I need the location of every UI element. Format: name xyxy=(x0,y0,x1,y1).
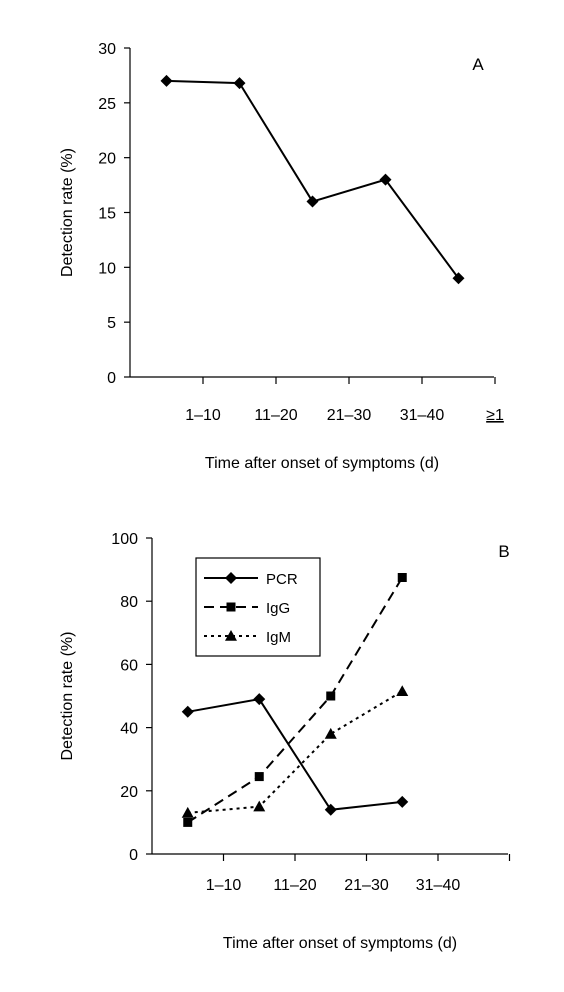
x-tick-label: 31–40 xyxy=(400,407,445,424)
legend-marker xyxy=(226,602,236,612)
legend-marker xyxy=(225,630,237,641)
panel-label: A xyxy=(472,55,484,74)
data-point xyxy=(254,772,264,782)
y-tick-label: 20 xyxy=(98,151,116,168)
data-point xyxy=(181,705,194,718)
legend-marker xyxy=(225,572,237,584)
y-tick-label: 0 xyxy=(107,370,116,387)
series-line xyxy=(166,79,460,279)
x-tick-label: 1–10 xyxy=(185,407,221,424)
data-point xyxy=(452,272,465,285)
data-point xyxy=(324,803,337,816)
data-point xyxy=(324,727,337,739)
y-tick-label: 15 xyxy=(98,206,116,223)
data-point xyxy=(396,795,409,808)
data-point xyxy=(379,173,392,186)
x-tick-label: 21–30 xyxy=(344,877,389,894)
data-point xyxy=(253,800,266,812)
panel-label: B xyxy=(498,542,509,561)
chart-panel-b: 0 20 40 60 80 100 1–10 11–20 21–30 31–40 Time afte… xyxy=(59,531,511,952)
series-line xyxy=(187,690,403,814)
series-line xyxy=(187,698,403,811)
y-axis-title: Detection rate (%) xyxy=(59,148,76,277)
data-point xyxy=(160,74,173,87)
data-point xyxy=(396,685,409,697)
y-tick-label: 5 xyxy=(107,315,116,332)
data-point xyxy=(233,77,246,90)
series-line xyxy=(187,576,404,824)
series-igm xyxy=(181,685,409,818)
x-axis-title: Time after onset of symptoms (d) xyxy=(205,455,439,472)
series-igg xyxy=(183,573,407,827)
y-tick-label: 80 xyxy=(120,594,138,611)
y-tick-label: 20 xyxy=(120,784,138,801)
legend-label: PCR xyxy=(266,571,298,588)
x-tick-label: 11–20 xyxy=(254,407,297,424)
chart-panel-a: 0 5 10 15 20 25 30 1–10 11–20 21–30 31–40 ≥1 Time af… xyxy=(59,41,504,472)
x-tick-label: 31–40 xyxy=(416,877,461,894)
y-tick-label: 30 xyxy=(98,41,116,58)
y-tick-label: 40 xyxy=(120,721,138,738)
data-point xyxy=(397,573,407,582)
data-point xyxy=(306,195,319,208)
series-0 xyxy=(160,74,465,285)
data-point xyxy=(183,817,193,827)
y-tick-label: 10 xyxy=(98,260,116,277)
x-tick-label: ≥1 xyxy=(486,407,504,424)
legend-label: IgG xyxy=(266,600,290,617)
y-axis-title: Detection rate (%) xyxy=(59,632,76,761)
legend: PCR IgG IgM xyxy=(195,557,321,657)
y-tick-label: 25 xyxy=(98,96,116,113)
y-tick-label: 0 xyxy=(129,847,138,864)
x-axis-title: Time after onset of symptoms (d) xyxy=(223,935,457,952)
data-point xyxy=(326,691,336,701)
data-point xyxy=(253,693,266,706)
series-pcr xyxy=(181,693,409,816)
x-tick-label: 11–20 xyxy=(273,877,316,894)
x-tick-label: 1–10 xyxy=(206,877,242,894)
y-tick-label: 100 xyxy=(111,531,138,548)
x-tick-label: 21–30 xyxy=(327,407,372,424)
y-tick-label: 60 xyxy=(120,657,138,674)
legend-label: IgM xyxy=(266,629,291,646)
data-point xyxy=(181,806,194,818)
